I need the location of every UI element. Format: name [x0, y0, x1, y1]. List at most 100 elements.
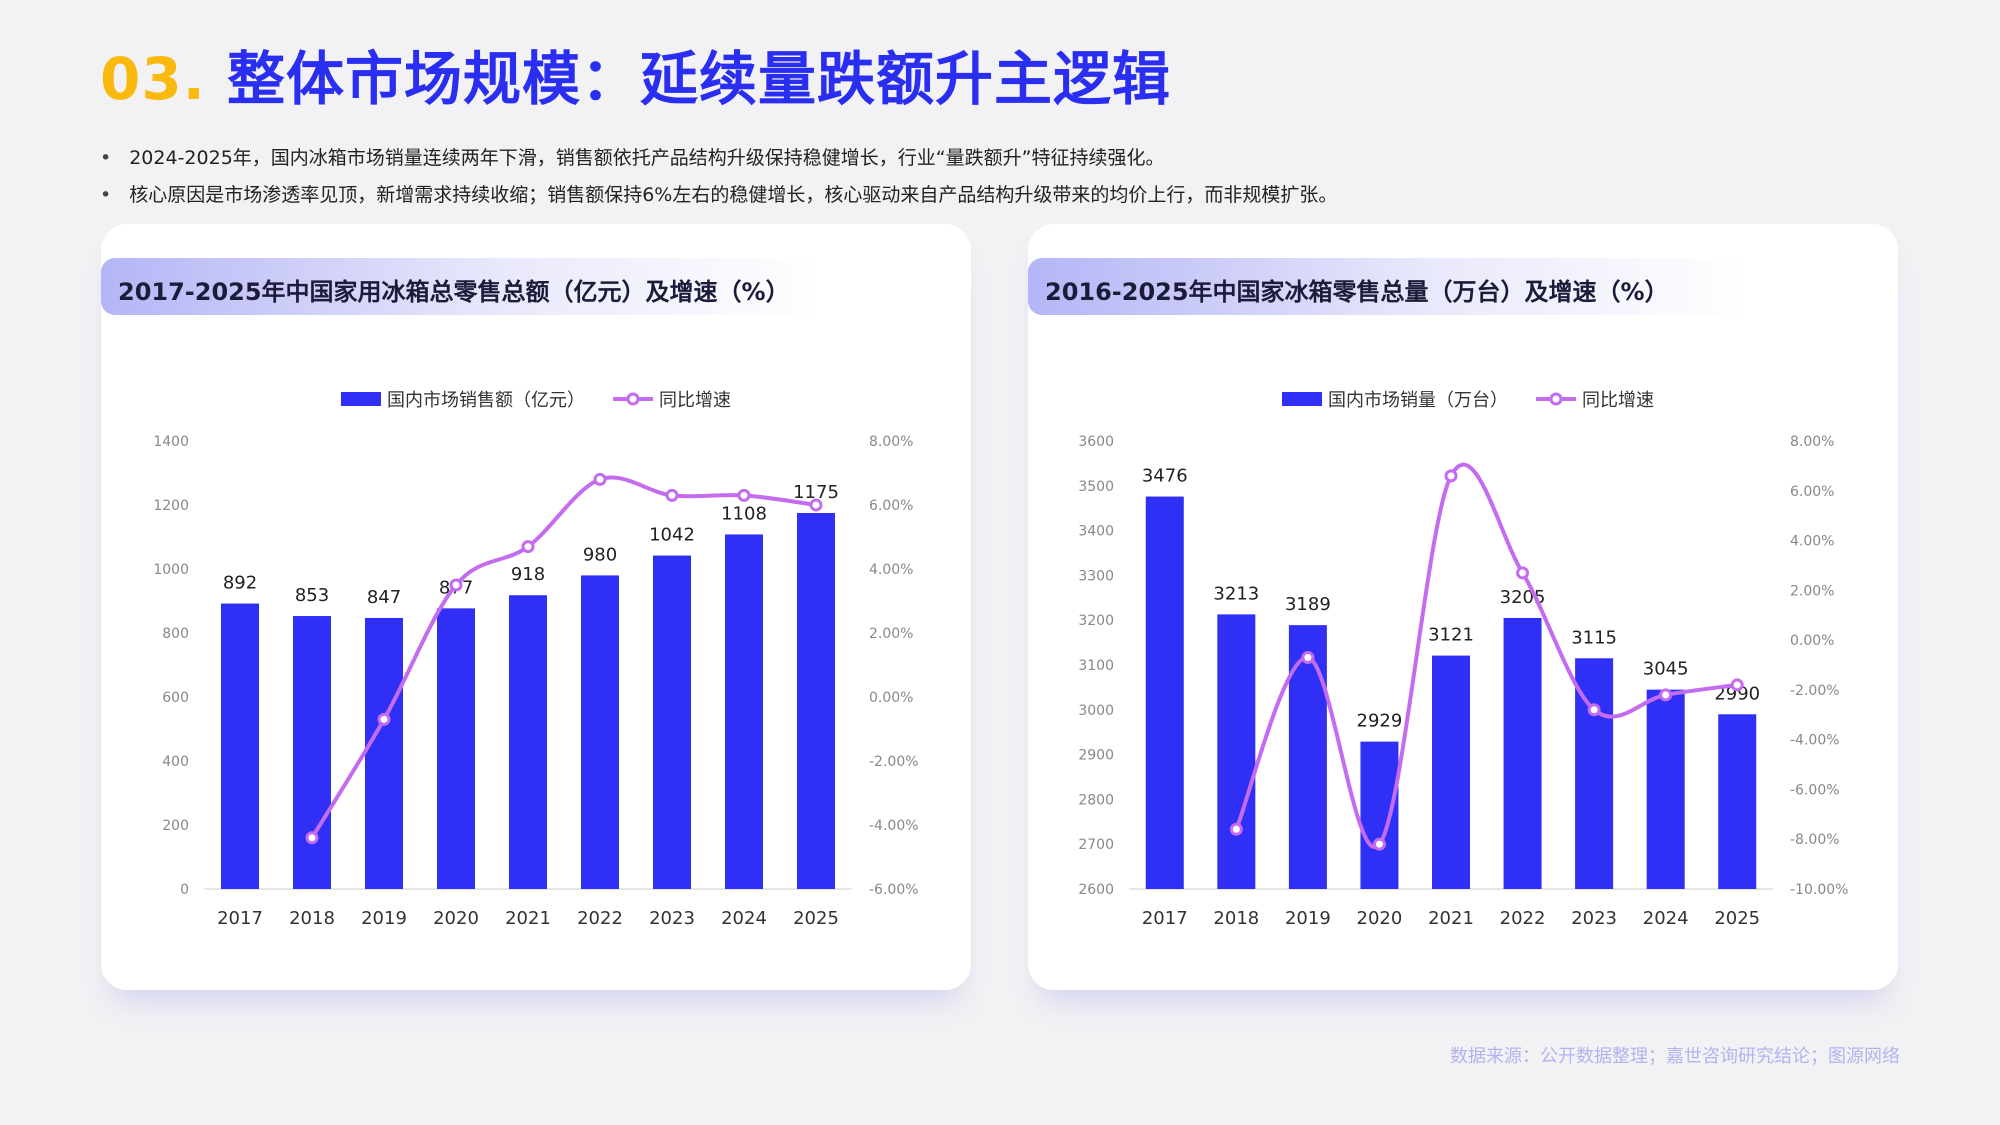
- bar-data-label: 3476: [1142, 466, 1188, 487]
- bar-data-label: 3115: [1571, 627, 1617, 648]
- y-left-tick-label: 1200: [153, 498, 189, 514]
- bar: [1432, 655, 1470, 889]
- y-right-tick-label: -2.00%: [1790, 683, 1840, 699]
- legend-label: 国内市场销售额（亿元）: [387, 390, 585, 411]
- y-right-tick-label: -8.00%: [1790, 832, 1840, 848]
- y-left-tick-label: 400: [162, 754, 189, 770]
- summary-bullets: 2024-2025年，国内冰箱市场销量连续两年下滑，销售额依托产品结构升级保持稳…: [100, 140, 1337, 214]
- bar-data-label: 2929: [1357, 711, 1403, 732]
- bar: [365, 617, 403, 889]
- bar: [653, 555, 691, 889]
- growth-point: [449, 578, 463, 592]
- y-left-tick-label: 3000: [1078, 703, 1114, 719]
- y-right-tick-label: 8.00%: [869, 434, 913, 450]
- bar: [581, 575, 619, 889]
- x-tick-label: 2023: [649, 908, 695, 929]
- growth-point: [1372, 837, 1386, 851]
- bar-data-label: 853: [295, 585, 329, 606]
- x-tick-label: 2022: [1500, 908, 1546, 929]
- bar: [1360, 741, 1399, 889]
- sales-volume-chart-card: 2016-2025年中国家冰箱零售总量（万台）及增速（%） 2600 2700 28…: [1028, 224, 1898, 990]
- bar-data-label: 3045: [1643, 659, 1689, 680]
- growth-point: [377, 712, 391, 726]
- y-left-tick-label: 3100: [1078, 658, 1114, 674]
- bar-data-label: 847: [367, 587, 401, 608]
- y-left-tick-label: 1000: [153, 562, 189, 578]
- y-left-tick-label: 2600: [1078, 882, 1114, 898]
- x-tick-label: 2018: [289, 908, 335, 929]
- growth-point: [521, 540, 535, 554]
- x-tick-label: 2025: [1714, 908, 1760, 929]
- y-left-tick-label: 3600: [1078, 434, 1114, 450]
- bar: [797, 513, 835, 889]
- bar-data-label: 3213: [1213, 583, 1259, 604]
- growth-point: [593, 472, 607, 486]
- sales-volume-chart: 2600 2700 2800 2900 3000 3100 3200 3300 3400 3500…: [1078, 390, 1848, 929]
- sales-value-chart: 0 200 400 600 800 1000 1200 1400 -6.00% -4.00% -2.…: [153, 390, 919, 929]
- chart-title-band: 2017-2025年中国家用冰箱总零售总额（亿元）及增速（%）: [101, 258, 821, 315]
- y-left-tick-label: 3500: [1078, 479, 1114, 495]
- data-source: 数据来源：公开数据整理；嘉世咨询研究结论；图源网络: [1450, 1046, 1900, 1067]
- bar-data-label: 1108: [721, 503, 767, 524]
- x-tick-label: 2021: [505, 908, 551, 929]
- legend-label: 国内市场销量（万台）: [1328, 390, 1508, 411]
- x-tick-label: 2020: [433, 908, 479, 929]
- y-left-tick-label: 1400: [153, 434, 189, 450]
- bar: [1217, 614, 1256, 889]
- growth-point: [1659, 688, 1673, 702]
- growth-point: [305, 831, 319, 845]
- y-left-tick-label: 3200: [1078, 613, 1114, 629]
- y-left-tick-label: 0: [180, 882, 189, 898]
- bar: [1503, 617, 1542, 889]
- x-tick-label: 2019: [1285, 908, 1331, 929]
- growth-point: [1516, 566, 1530, 580]
- bar-data-label: 892: [223, 573, 257, 594]
- growth-point: [1730, 678, 1744, 692]
- y-left-tick-label: 2800: [1078, 792, 1114, 808]
- bullet-item: 2024-2025年，国内冰箱市场销量连续两年下滑，销售额依托产品结构升级保持稳…: [100, 140, 1337, 177]
- y-left-tick-label: 3300: [1078, 568, 1114, 584]
- legend-label: 同比增速: [1582, 390, 1654, 411]
- y-right-tick-label: 6.00%: [1790, 484, 1834, 500]
- y-left-tick-label: 3400: [1078, 524, 1114, 540]
- legend-bar-swatch: [1282, 392, 1322, 406]
- chart-title: 2017-2025年中国家用冰箱总零售总额（亿元）及增速（%）: [118, 278, 790, 306]
- growth-point: [1229, 822, 1243, 836]
- bar-data-label: 980: [583, 544, 617, 565]
- x-tick-label: 2021: [1428, 908, 1474, 929]
- y-right-tick-label: 0.00%: [1790, 633, 1834, 649]
- growth-point: [1444, 469, 1458, 483]
- legend-line-marker: [626, 392, 640, 406]
- y-right-tick-label: -4.00%: [1790, 733, 1840, 749]
- title-text: 整体市场规模：延续量跌额升主逻辑: [226, 45, 1171, 113]
- bar-data-label: 3121: [1428, 625, 1474, 646]
- x-tick-label: 2024: [721, 908, 767, 929]
- chart-title: 2016-2025年中国家冰箱零售总量（万台）及增速（%）: [1045, 278, 1669, 306]
- bar: [221, 603, 259, 889]
- growth-point: [665, 488, 679, 502]
- growth-point: [1301, 651, 1315, 665]
- y-right-tick-label: -6.00%: [1790, 782, 1840, 798]
- y-right-tick-label: 0.00%: [869, 690, 913, 706]
- y-right-tick-label: -2.00%: [869, 754, 919, 770]
- bar-data-label: 3189: [1285, 594, 1331, 615]
- bar: [1718, 714, 1757, 889]
- bar-data-label: 918: [511, 564, 545, 585]
- y-right-tick-label: -6.00%: [869, 882, 919, 898]
- y-left-tick-label: 600: [162, 690, 189, 706]
- growth-point: [737, 488, 751, 502]
- x-tick-label: 2020: [1357, 908, 1403, 929]
- bar: [293, 616, 331, 889]
- bar: [1145, 496, 1184, 889]
- x-tick-label: 2019: [361, 908, 407, 929]
- bar: [437, 608, 475, 889]
- y-left-tick-label: 2900: [1078, 748, 1114, 764]
- y-right-tick-label: 8.00%: [1790, 434, 1834, 450]
- x-tick-label: 2017: [217, 908, 263, 929]
- x-tick-label: 2017: [1142, 908, 1188, 929]
- y-right-tick-label: 2.00%: [869, 626, 913, 642]
- y-right-tick-label: 4.00%: [1790, 534, 1834, 550]
- growth-point: [1587, 703, 1601, 717]
- section-number: 03.: [100, 45, 206, 113]
- bullet-item: 核心原因是市场渗透率见顶，新增需求持续收缩；销售额保持6%左右的稳健增长，核心驱…: [100, 177, 1337, 214]
